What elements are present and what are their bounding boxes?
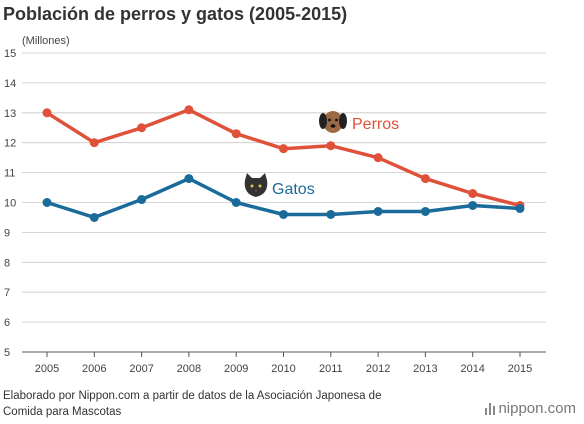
brand-mark-icon	[485, 402, 496, 415]
x-tick-label: 2009	[224, 363, 248, 375]
series-label-gatos: Gatos	[272, 181, 315, 198]
data-point-gatos	[137, 195, 147, 205]
data-point-perros	[184, 105, 194, 115]
data-point-gatos	[326, 209, 336, 219]
data-point-gatos	[231, 198, 241, 207]
dog-icon	[319, 111, 347, 133]
y-tick-label: 9	[4, 227, 10, 239]
y-tick-label: 8	[4, 257, 10, 269]
x-tick-label: 2013	[413, 363, 437, 375]
axes: 5 6 7 8 9 10 11 12 13 14 15 (Millones) 2005 2006 2007 2…	[4, 35, 532, 375]
data-point-perros	[420, 174, 430, 184]
data-point-gatos	[184, 174, 194, 184]
series-lines	[42, 105, 525, 222]
y-tick-label: 7	[4, 287, 10, 299]
y-tick-label: 15	[4, 48, 16, 60]
data-point-gatos	[89, 212, 99, 222]
x-tick-label: 2015	[508, 363, 532, 375]
series-labels: Perros Gatos	[244, 111, 399, 198]
y-tick-label: 13	[4, 108, 16, 120]
x-tick-label: 2010	[271, 363, 295, 375]
data-point-gatos	[420, 206, 430, 216]
source-note: Elaborado por Nippon.com a partir de dat…	[3, 390, 382, 418]
data-point-perros	[89, 138, 99, 148]
x-tick-label: 2014	[460, 363, 484, 375]
x-tick-label: 2008	[177, 363, 201, 375]
x-tick-label: 2012	[366, 363, 390, 375]
data-point-gatos	[373, 206, 383, 216]
x-tick-label: 2005	[35, 363, 59, 375]
cat-icon	[244, 173, 268, 197]
x-tick-label: 2007	[129, 363, 153, 375]
data-point-perros	[279, 144, 288, 154]
data-point-perros	[137, 123, 147, 133]
brand-text: nippon.com	[498, 400, 576, 417]
data-point-gatos	[279, 209, 288, 219]
data-point-gatos	[42, 198, 52, 207]
y-tick-label: 11	[4, 168, 15, 180]
y-axis-label: (Millones)	[22, 35, 70, 47]
data-point-perros	[231, 129, 241, 139]
data-point-perros	[468, 189, 478, 199]
gridlines	[22, 52, 546, 353]
y-tick-label: 5	[4, 347, 10, 359]
data-point-perros	[42, 108, 52, 118]
y-tick-label: 10	[4, 198, 16, 210]
brand-logo: nippon.com	[485, 400, 576, 417]
data-point-perros	[326, 141, 336, 151]
x-tick-label: 2006	[82, 363, 106, 375]
y-tick-label: 12	[4, 138, 16, 150]
x-tick-label: 2011	[319, 363, 343, 375]
data-point-perros	[373, 153, 383, 163]
data-point-gatos	[468, 200, 478, 210]
series-label-perros: Perros	[352, 116, 399, 133]
chart-title: Población de perros y gatos (2005-2015)	[3, 4, 348, 24]
y-tick-label: 6	[4, 317, 10, 329]
data-point-gatos	[515, 203, 525, 213]
y-tick-label: 14	[4, 78, 16, 90]
